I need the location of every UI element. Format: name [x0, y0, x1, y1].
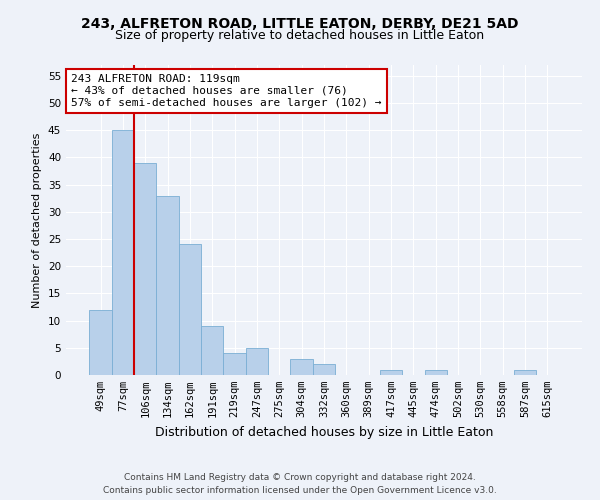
Bar — [157, 196, 179, 375]
Bar — [425, 370, 447, 375]
Bar — [246, 348, 268, 375]
Text: Size of property relative to detached houses in Little Eaton: Size of property relative to detached ho… — [115, 29, 485, 42]
Bar — [112, 130, 134, 375]
Text: 243, ALFRETON ROAD, LITTLE EATON, DERBY, DE21 5AD: 243, ALFRETON ROAD, LITTLE EATON, DERBY,… — [81, 18, 519, 32]
Bar — [201, 326, 223, 375]
Bar — [290, 358, 313, 375]
Bar — [134, 163, 157, 375]
Text: Contains HM Land Registry data © Crown copyright and database right 2024.
Contai: Contains HM Land Registry data © Crown c… — [103, 473, 497, 495]
Text: 243 ALFRETON ROAD: 119sqm
← 43% of detached houses are smaller (76)
57% of semi-: 243 ALFRETON ROAD: 119sqm ← 43% of detac… — [71, 74, 382, 108]
Y-axis label: Number of detached properties: Number of detached properties — [32, 132, 43, 308]
Bar — [313, 364, 335, 375]
Bar — [380, 370, 402, 375]
Bar — [179, 244, 201, 375]
Bar — [514, 370, 536, 375]
Bar — [223, 353, 246, 375]
Bar — [89, 310, 112, 375]
X-axis label: Distribution of detached houses by size in Little Eaton: Distribution of detached houses by size … — [155, 426, 493, 438]
